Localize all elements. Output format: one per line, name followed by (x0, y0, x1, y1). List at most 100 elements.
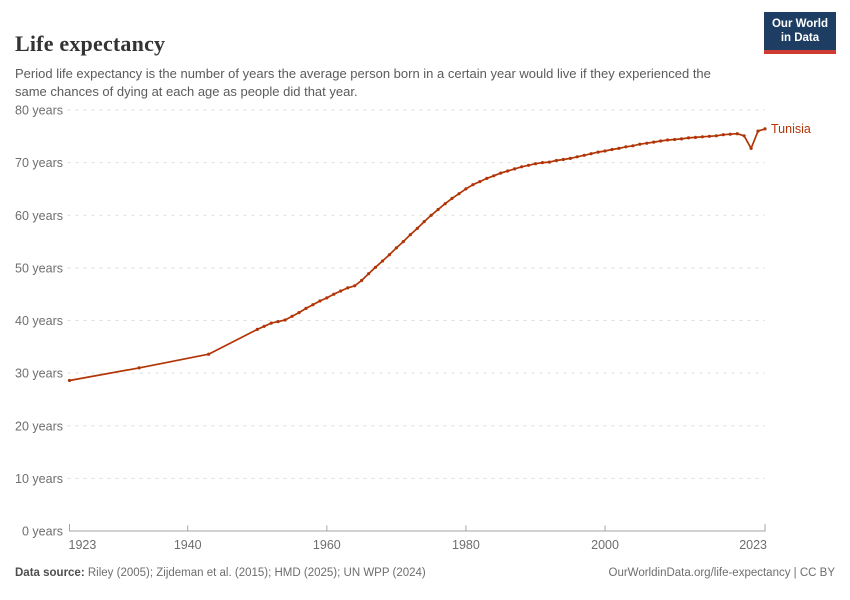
attribution[interactable]: OurWorldinData.org/life-expectancy | CC … (608, 567, 835, 579)
data-point[interactable] (603, 149, 607, 153)
data-point[interactable] (526, 163, 531, 167)
data-point[interactable] (728, 132, 732, 136)
data-point[interactable] (464, 187, 468, 191)
data-point[interactable] (255, 327, 259, 331)
y-axis-label: 40 years (15, 314, 63, 328)
data-point[interactable] (304, 306, 308, 310)
data-point[interactable] (645, 141, 649, 145)
data-point[interactable] (401, 240, 405, 244)
data-point[interactable] (415, 226, 419, 230)
data-point[interactable] (617, 146, 621, 150)
data-point[interactable] (297, 311, 301, 315)
data-point[interactable] (436, 207, 440, 212)
data-point[interactable] (589, 152, 593, 156)
data-point[interactable] (659, 139, 663, 143)
data-point[interactable] (67, 378, 72, 383)
data-point[interactable] (533, 162, 538, 166)
data-point[interactable] (638, 142, 642, 146)
data-point[interactable] (290, 314, 294, 318)
y-axis-label: 50 years (15, 261, 63, 275)
data-point[interactable] (763, 127, 767, 131)
y-axis-label: 10 years (15, 472, 63, 486)
data-point[interactable] (547, 160, 552, 164)
x-axis-label: 2000 (591, 538, 619, 552)
data-source-text: Riley (2005); Zijdeman et al. (2015); HM… (84, 567, 426, 579)
data-point[interactable] (339, 289, 343, 293)
data-point[interactable] (471, 183, 475, 187)
data-point[interactable] (450, 196, 454, 200)
series-label-tunisia[interactable]: Tunisia (771, 122, 811, 136)
owid-logo-line1: Our World (771, 18, 828, 30)
data-point[interactable] (318, 299, 322, 303)
data-point[interactable] (269, 321, 273, 325)
data-point[interactable] (353, 284, 357, 288)
data-point[interactable] (478, 180, 482, 184)
data-point[interactable] (568, 156, 572, 160)
data-point[interactable] (652, 140, 656, 144)
x-axis-label: 1923 (69, 538, 97, 552)
data-source: Data source: Riley (2005); Zijdeman et a… (15, 567, 426, 579)
data-point[interactable] (367, 272, 371, 276)
data-point[interactable] (575, 155, 579, 159)
data-point[interactable] (262, 324, 266, 328)
chart-subtitle: Period life expectancy is the number of … (15, 66, 711, 99)
owid-logo-line2: in Data (780, 32, 820, 45)
x-axis-label: 1980 (452, 538, 480, 552)
data-point[interactable] (582, 153, 586, 157)
data-point[interactable] (673, 137, 677, 142)
data-point[interactable] (276, 320, 280, 324)
data-point[interactable] (506, 169, 510, 173)
data-point[interactable] (457, 192, 461, 196)
data-point[interactable] (443, 202, 447, 206)
y-axis-label: 30 years (15, 367, 63, 381)
data-point[interactable] (492, 174, 496, 178)
data-point[interactable] (311, 303, 315, 307)
data-point[interactable] (624, 145, 628, 149)
data-point[interactable] (394, 246, 398, 250)
data-point[interactable] (408, 233, 412, 237)
data-point[interactable] (360, 278, 364, 283)
data-point[interactable] (137, 366, 141, 370)
data-point[interactable] (721, 133, 725, 137)
data-point[interactable] (554, 158, 559, 163)
data-point[interactable] (429, 213, 433, 217)
data-point[interactable] (679, 137, 684, 141)
data-point[interactable] (485, 176, 489, 180)
x-axis-label: 1940 (174, 538, 202, 552)
data-point[interactable] (520, 165, 524, 169)
data-point[interactable] (207, 352, 211, 356)
data-point[interactable] (749, 146, 753, 150)
data-point[interactable] (707, 134, 712, 138)
y-axis-label: 80 years (15, 104, 63, 118)
data-point[interactable] (325, 296, 329, 300)
data-point[interactable] (499, 171, 503, 175)
data-point[interactable] (540, 161, 545, 165)
owid-logo[interactable]: Our World in Data (763, 12, 836, 54)
data-point[interactable] (380, 259, 385, 263)
data-point[interactable] (756, 129, 760, 133)
data-point[interactable] (714, 134, 718, 138)
data-point[interactable] (387, 253, 391, 257)
data-point[interactable] (422, 220, 426, 224)
data-point[interactable] (283, 318, 287, 322)
data-point[interactable] (700, 135, 705, 139)
data-point[interactable] (666, 138, 670, 142)
y-axis-label: 70 years (15, 156, 63, 170)
data-point[interactable] (742, 134, 746, 138)
page-title: Life expectancy (15, 30, 166, 56)
data-point[interactable] (332, 292, 336, 296)
data-point[interactable] (735, 132, 739, 136)
data-point[interactable] (561, 157, 565, 162)
y-axis-label: 20 years (15, 419, 63, 433)
data-point[interactable] (693, 135, 698, 139)
data-point[interactable] (346, 286, 350, 290)
data-point[interactable] (513, 167, 517, 171)
series-line-tunisia[interactable] (68, 128, 766, 382)
data-point[interactable] (686, 136, 691, 140)
data-point[interactable] (610, 147, 614, 152)
data-point[interactable] (631, 144, 635, 148)
data-point[interactable] (596, 150, 600, 154)
data-point[interactable] (373, 265, 378, 269)
